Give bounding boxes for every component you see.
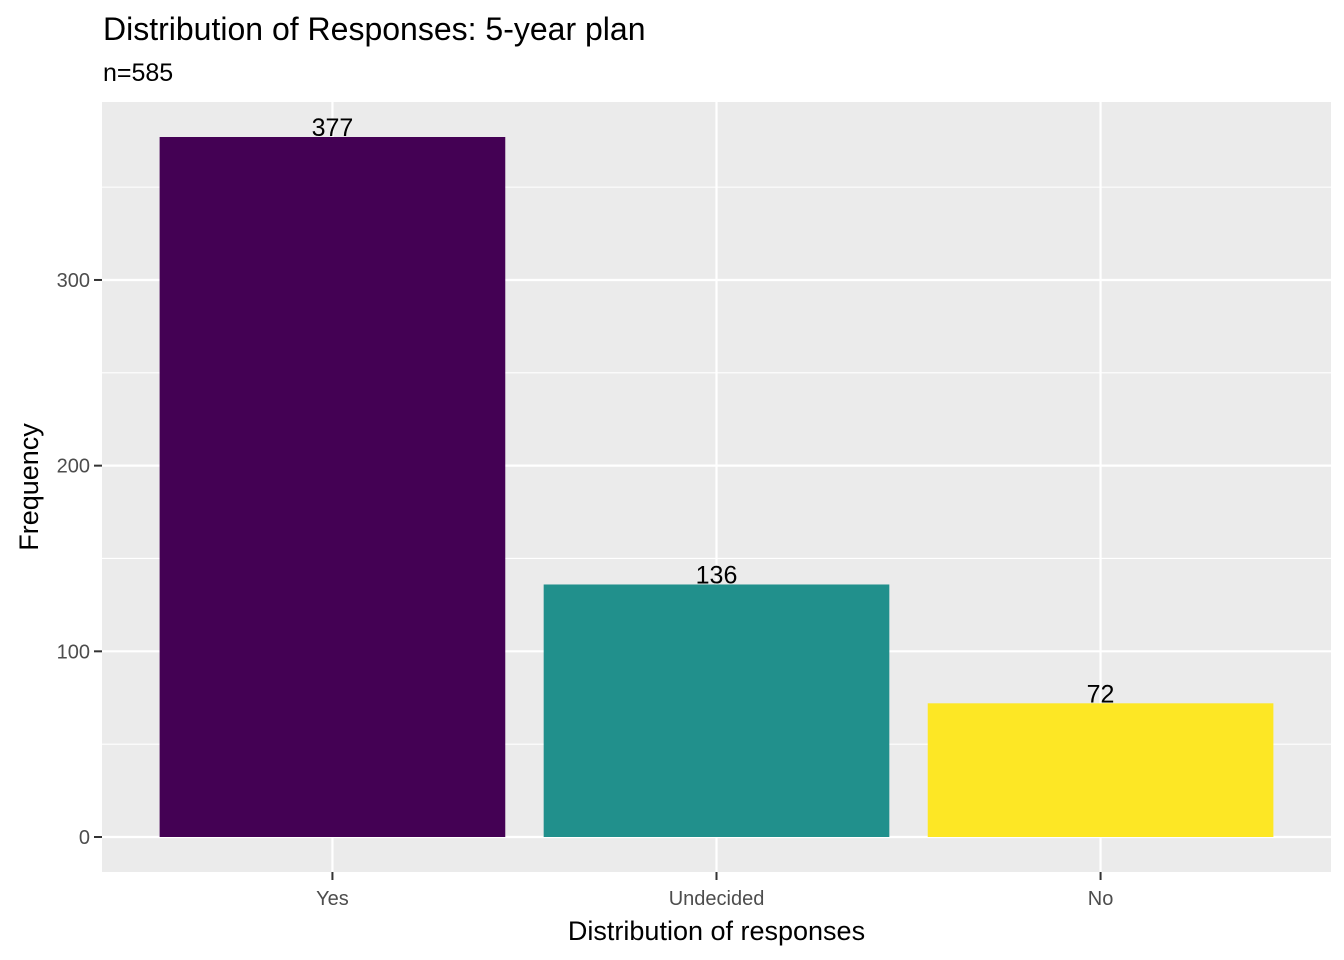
x-axis: Yes Undecided No [316,872,1113,910]
x-axis-title: Distribution of responses [568,916,865,946]
chart-subtitle: n=585 [103,59,174,87]
y-tick-label: 200 [57,456,90,478]
y-axis-title: Frequency [14,423,44,551]
bar-value-label: 377 [312,114,354,142]
y-tick-label: 0 [79,827,90,849]
x-tick-label: Yes [316,888,349,910]
x-tick-label: Undecided [669,888,765,910]
bar-value-labels: 377 136 72 [312,114,1115,708]
y-axis: 0 100 200 300 [57,270,102,849]
bar-yes [159,137,506,837]
bar-value-label: 136 [696,561,738,589]
y-tick-label: 100 [57,641,90,663]
chart-title: Distribution of Responses: 5-year plan [103,11,646,47]
bar-undecided [543,584,890,837]
bar-no [927,703,1274,837]
x-tick-label: No [1088,888,1114,910]
bar-series [159,137,1274,837]
y-tick-label: 300 [57,270,90,292]
bar-value-label: 72 [1087,680,1115,708]
